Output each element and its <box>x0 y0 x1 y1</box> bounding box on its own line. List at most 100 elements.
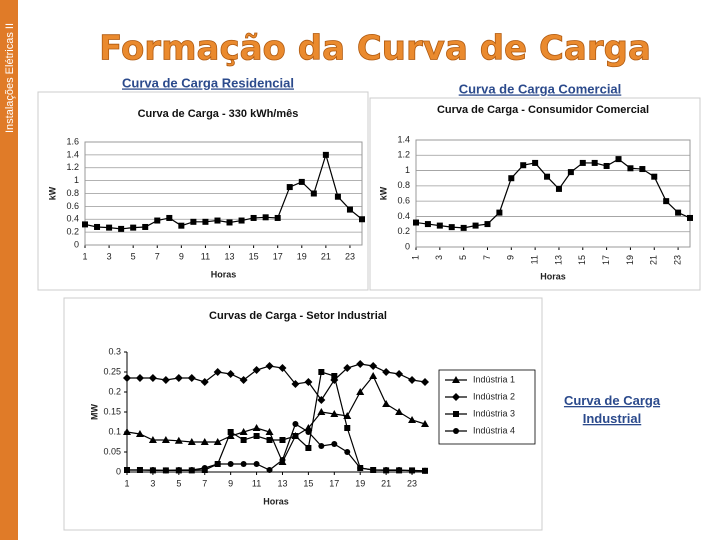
x-tick-label: 15 <box>249 251 259 261</box>
marker <box>408 376 417 384</box>
x-tick-label: 15 <box>303 478 313 488</box>
marker <box>343 412 352 419</box>
marker <box>227 461 234 467</box>
marker <box>409 467 416 474</box>
marker <box>382 368 391 376</box>
marker <box>544 173 551 180</box>
marker <box>603 162 610 169</box>
marker <box>330 410 339 417</box>
marker <box>344 449 351 455</box>
x-tick-label: 19 <box>297 251 307 261</box>
marker <box>532 159 539 166</box>
x-tick-label: 7 <box>202 478 207 488</box>
marker <box>136 467 143 473</box>
marker <box>687 214 693 221</box>
chart-title: Curvas de Carga - Setor Industrial <box>209 310 387 322</box>
x-tick-label: 9 <box>506 255 516 260</box>
marker <box>317 396 326 404</box>
x-tick-label: 17 <box>601 255 611 265</box>
x-tick-label: 11 <box>252 478 261 488</box>
marker <box>651 173 658 180</box>
x-tick-label: 9 <box>179 251 184 261</box>
marker <box>421 378 429 386</box>
marker <box>200 438 209 445</box>
marker <box>346 206 353 213</box>
marker <box>310 190 317 197</box>
marker <box>142 223 149 230</box>
marker <box>579 159 586 166</box>
legend-label: Indústria 2 <box>473 391 515 401</box>
marker <box>369 362 378 370</box>
legend-label: Indústria 1 <box>473 374 515 384</box>
marker <box>422 467 428 474</box>
marker <box>382 400 391 407</box>
marker <box>331 373 338 379</box>
marker <box>356 360 365 368</box>
marker <box>265 362 274 370</box>
marker <box>460 224 467 231</box>
marker <box>322 151 329 158</box>
marker <box>359 216 365 223</box>
marker <box>344 425 351 431</box>
marker <box>318 443 325 449</box>
x-axis-label: Horas <box>211 269 237 279</box>
marker <box>262 214 269 221</box>
x-tick-label: 5 <box>131 251 136 261</box>
x-tick-label: 17 <box>329 478 339 488</box>
marker <box>520 162 527 169</box>
marker <box>214 217 221 224</box>
marker <box>238 217 245 224</box>
marker <box>213 368 222 376</box>
marker <box>279 457 286 463</box>
marker <box>175 467 182 473</box>
plot-border <box>415 139 691 248</box>
marker <box>187 438 196 445</box>
marker <box>188 467 195 473</box>
marker <box>278 364 287 372</box>
plot-border <box>84 141 363 246</box>
y-tick-label: 1.6 <box>66 136 79 146</box>
y-tick-label: 0 <box>74 239 79 249</box>
y-tick-label: 0.2 <box>108 386 121 396</box>
x-tick-label: 5 <box>176 478 181 488</box>
marker <box>154 217 161 224</box>
x-tick-label: 3 <box>107 251 112 261</box>
y-tick-label: 0.15 <box>103 406 121 416</box>
marker <box>135 430 144 437</box>
x-tick-label: 1 <box>82 251 87 261</box>
marker <box>161 376 170 384</box>
x-tick-label: 1 <box>124 478 129 488</box>
marker <box>453 411 459 417</box>
marker <box>253 461 260 467</box>
marker <box>190 218 197 225</box>
marker <box>279 437 286 443</box>
marker <box>123 428 131 435</box>
marker <box>383 467 390 473</box>
marker <box>452 393 460 401</box>
marker <box>356 388 365 395</box>
marker <box>214 461 221 467</box>
marker <box>252 366 261 374</box>
x-tick-label: 19 <box>355 478 365 488</box>
marker <box>331 441 338 447</box>
marker <box>161 436 170 443</box>
y-tick-label: 1 <box>74 175 79 185</box>
y-tick-label: 1.4 <box>66 149 79 159</box>
y-tick-label: 0.6 <box>397 196 410 206</box>
marker <box>292 421 299 427</box>
y-tick-label: 0.1 <box>108 426 121 436</box>
y-tick-label: 0.8 <box>66 188 79 198</box>
marker <box>274 214 281 221</box>
y-tick-label: 0.2 <box>66 227 79 237</box>
x-axis-label: Horas <box>540 271 566 281</box>
marker <box>304 424 313 431</box>
marker <box>453 428 459 434</box>
marker <box>472 222 479 229</box>
panel <box>369 97 701 291</box>
heading: Curva de Carga Residencial <box>122 75 294 90</box>
legend-label: Indústria 3 <box>473 408 515 418</box>
marker <box>240 461 247 467</box>
marker <box>318 369 325 375</box>
y-tick-label: 0.4 <box>397 211 410 221</box>
marker <box>421 420 429 427</box>
